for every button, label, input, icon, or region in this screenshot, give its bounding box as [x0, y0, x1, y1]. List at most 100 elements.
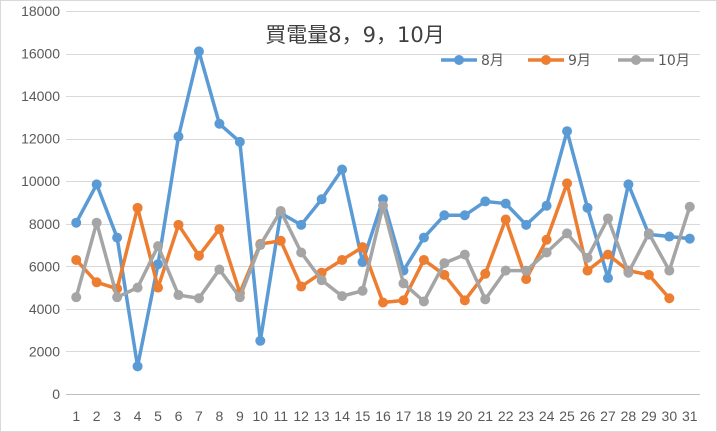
data-point: [480, 268, 491, 279]
legend-label: 8月: [481, 53, 504, 69]
data-point: [664, 231, 675, 242]
data-point: [71, 217, 82, 228]
chart-title: 買電量8，9，10月: [265, 23, 444, 47]
y-tick-label: 4000: [29, 301, 60, 317]
data-point: [378, 200, 388, 211]
data-point: [337, 291, 348, 302]
data-point: [664, 293, 675, 304]
data-point: [521, 265, 532, 276]
data-point: [439, 258, 450, 269]
data-point: [562, 228, 573, 239]
x-tick-label: 25: [559, 408, 575, 424]
data-point: [296, 247, 307, 258]
data-point: [357, 257, 368, 268]
y-tick-label: 2000: [29, 343, 60, 359]
data-point: [357, 242, 368, 253]
data-point: [193, 250, 204, 261]
x-tick-label: 24: [539, 408, 555, 424]
data-point: [132, 361, 143, 372]
x-tick-label: 20: [457, 408, 473, 424]
data-point: [582, 252, 593, 263]
data-point: [153, 282, 164, 293]
data-point: [173, 219, 184, 230]
data-point: [541, 200, 552, 211]
data-point: [480, 196, 491, 207]
x-tick-label: 19: [437, 408, 453, 424]
data-point: [132, 282, 143, 293]
data-point: [214, 224, 225, 235]
data-point: [153, 259, 164, 270]
legend-label: 9月: [568, 53, 591, 69]
data-point: [684, 233, 695, 244]
series-lines: [71, 46, 695, 372]
data-point: [214, 118, 225, 129]
x-tick-label: 23: [518, 408, 534, 424]
legend-entry: 10月: [618, 53, 690, 69]
data-point: [112, 292, 123, 303]
data-point: [480, 294, 491, 305]
gridlines: [66, 11, 700, 395]
data-point: [500, 214, 511, 225]
y-tick-label: 12000: [21, 131, 60, 147]
data-point: [234, 292, 245, 303]
x-tick-label: 2: [93, 408, 101, 424]
y-tick-label: 16000: [21, 46, 60, 62]
data-point: [337, 254, 348, 265]
data-point: [602, 249, 613, 260]
data-point: [337, 164, 348, 175]
legend-marker: [454, 55, 464, 65]
x-tick-label: 18: [416, 408, 432, 424]
data-point: [623, 267, 634, 278]
y-tick-label: 6000: [29, 258, 60, 274]
data-point: [459, 295, 470, 306]
series-line: [74, 181, 672, 305]
data-point: [316, 275, 327, 286]
x-tick-label: 7: [195, 408, 203, 424]
data-point: [153, 241, 164, 252]
x-tick-label: 4: [134, 408, 142, 424]
data-point: [541, 234, 552, 245]
data-point: [500, 198, 511, 209]
data-point: [275, 206, 286, 217]
legend-marker: [541, 55, 551, 65]
data-point: [562, 178, 573, 189]
legend-marker: [631, 55, 641, 65]
x-tick-label: 11: [273, 408, 288, 424]
data-point: [684, 201, 695, 212]
data-point: [357, 285, 368, 296]
x-tick-label: 10: [253, 408, 269, 424]
y-tick-label: 0: [52, 386, 60, 402]
data-point: [234, 136, 245, 147]
y-axis-tick-labels: 0 2000 4000 6000 8000 10000 12000 14000 16000 180…: [21, 3, 60, 402]
x-tick-label: 28: [621, 408, 637, 424]
legend-label: 10月: [658, 53, 690, 69]
x-tick-label: 16: [375, 408, 391, 424]
data-point: [193, 293, 204, 304]
x-tick-label: 3: [113, 408, 121, 424]
x-tick-label: 12: [293, 408, 309, 424]
data-point: [562, 126, 573, 137]
x-tick-label: 15: [355, 408, 371, 424]
data-point: [418, 296, 429, 307]
x-tick-label: 5: [154, 408, 162, 424]
x-tick-label: 13: [314, 408, 330, 424]
legend: 8月 9月 10月: [441, 53, 690, 69]
x-tick-label: 1: [72, 408, 80, 424]
x-tick-label: 29: [641, 408, 657, 424]
x-tick-label: 31: [682, 408, 698, 424]
data-point: [296, 219, 307, 230]
x-tick-label: 22: [498, 408, 514, 424]
y-tick-label: 14000: [21, 88, 60, 104]
data-point: [255, 240, 266, 251]
data-point: [418, 232, 429, 243]
data-point: [541, 247, 552, 258]
data-point: [664, 265, 675, 276]
y-tick-label: 8000: [29, 216, 60, 232]
x-tick-label: 17: [396, 408, 412, 424]
data-point: [91, 277, 102, 288]
x-tick-label: 27: [600, 408, 616, 424]
data-point: [500, 265, 511, 276]
